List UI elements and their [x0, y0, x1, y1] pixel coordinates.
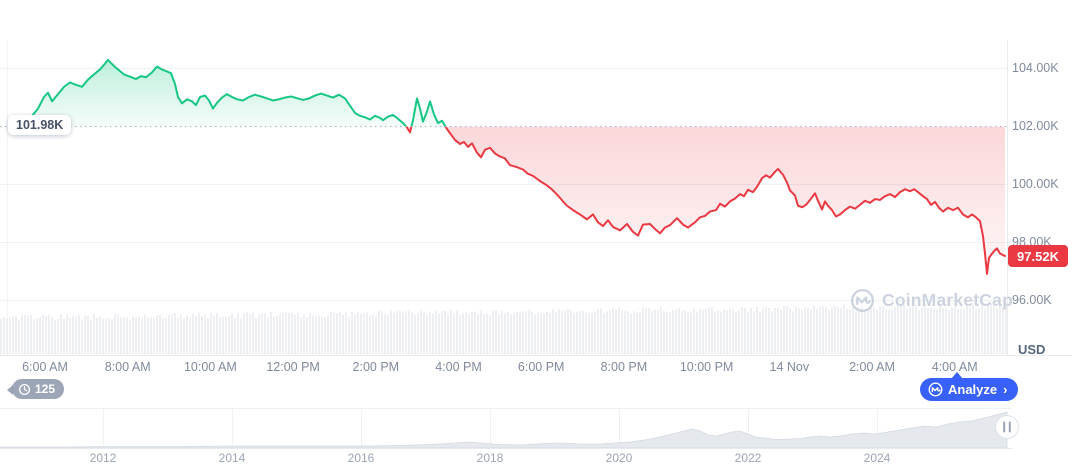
- navigator-history-area: [0, 411, 1008, 449]
- x-axis-label: 10:00 PM: [679, 360, 734, 374]
- navigator-year-label: 2022: [734, 451, 762, 465]
- chevron-right-icon: ›: [1003, 382, 1008, 397]
- range-navigator[interactable]: [0, 408, 1019, 449]
- navigator-handle[interactable]: [995, 415, 1019, 439]
- history-count-badge[interactable]: 125: [6, 379, 65, 399]
- x-axis-label: 2:00 AM: [849, 360, 895, 374]
- analyze-label: Analyze: [948, 382, 998, 397]
- currency-label: USD: [1018, 342, 1046, 357]
- volume-bars: [0, 304, 1007, 354]
- x-axis-label: 6:00 PM: [517, 360, 565, 374]
- analyze-button[interactable]: Analyze ›: [920, 372, 1019, 401]
- x-axis-label: 8:00 AM: [104, 360, 151, 374]
- coinmarketcap-watermark: CoinMarketCap: [850, 288, 1013, 313]
- y-axis-label: 102.00K: [1012, 119, 1059, 133]
- open-price-label: 101.98K: [8, 115, 72, 135]
- x-axis-label: 6:00 AM: [22, 360, 68, 374]
- navigator-year-label: 2014: [218, 451, 246, 465]
- price-area-down: [21, 126, 1006, 275]
- y-axis-label: 104.00K: [1012, 61, 1059, 75]
- x-axis-label: 4:00 AM: [931, 360, 978, 374]
- navigator-year-label: 2024: [863, 451, 891, 465]
- x-axis-label: 10:00 AM: [183, 360, 237, 374]
- clock-history-icon: [18, 383, 31, 395]
- history-count: 125: [35, 382, 56, 396]
- analyze-logo-icon: [928, 382, 943, 397]
- coinmarketcap-logo-icon: [850, 288, 875, 313]
- navigator-year-label: 2016: [347, 451, 375, 465]
- x-axis-label: 12:00 PM: [266, 360, 320, 374]
- navigator-year-label: 2012: [89, 451, 117, 465]
- watermark-text: CoinMarketCap: [882, 290, 1013, 310]
- y-axis-label: 96.00K: [1012, 293, 1052, 307]
- x-axis-label: 8:00 PM: [600, 360, 648, 374]
- x-axis-label: 2:00 PM: [352, 360, 400, 374]
- x-axis-label: 4:00 PM: [435, 360, 482, 374]
- navigator-year-label: 2020: [605, 451, 633, 465]
- navigator-year-label: 2018: [476, 451, 504, 465]
- price-area-up: [21, 58, 1005, 127]
- x-axis-label: 14 Nov: [769, 360, 810, 374]
- last-price-badge: 97.52K: [1008, 245, 1068, 267]
- y-axis-label: 100.00K: [1012, 177, 1059, 191]
